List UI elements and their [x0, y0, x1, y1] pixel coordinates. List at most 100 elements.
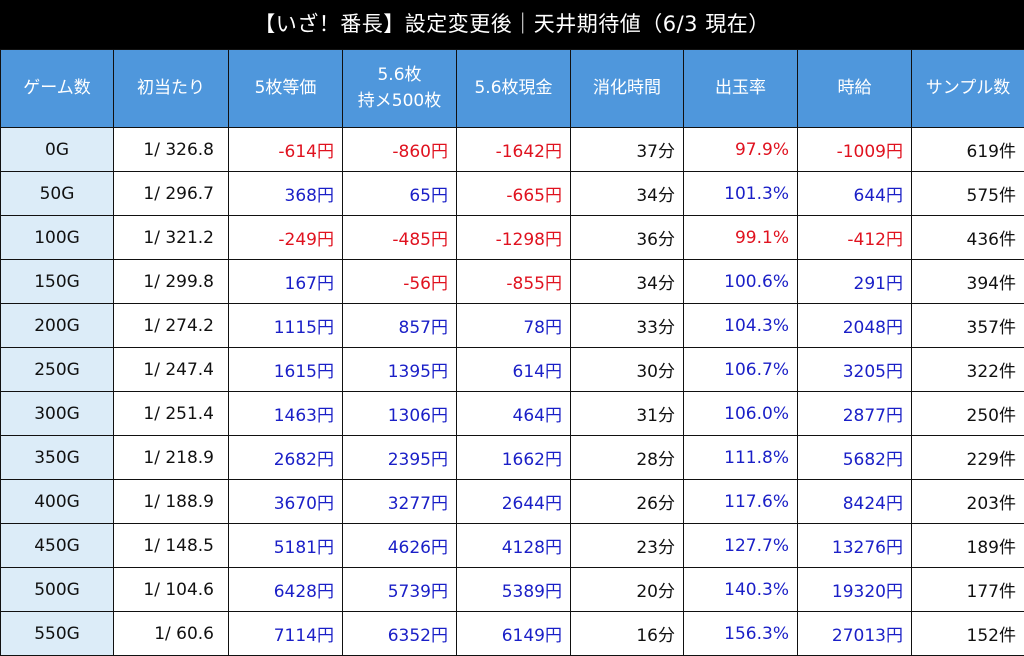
cell-hourly-wage: 2877円 — [797, 391, 912, 436]
cell-5-6-cash: 4128円 — [456, 523, 571, 568]
header-hourly-wage: 時給 — [797, 49, 912, 128]
cell-hourly-wage: -1009円 — [797, 127, 912, 172]
cell-5-6-cash: -665円 — [456, 171, 571, 216]
cell-5-6-medal-500: -56円 — [342, 259, 457, 304]
cell-game-count: 250G — [0, 347, 114, 392]
table-row: 300G 1/ 251.4 1463円 1306円 464円 31分 106.0% 2877円… — [0, 391, 1024, 436]
cell-sample-count: 322件 — [911, 347, 1024, 392]
cell-5-6-medal-500: -860円 — [342, 127, 457, 172]
cell-5-6-medal-500: 4626円 — [342, 523, 457, 568]
cell-sample-count: 203件 — [911, 479, 1024, 524]
header-sample-count: サンプル数 — [911, 49, 1024, 128]
cell-5-equal: 7114円 — [228, 611, 343, 656]
cell-game-count: 100G — [0, 215, 114, 260]
cell-5-6-medal-500: 2395円 — [342, 435, 457, 480]
header-5-equal: 5枚等価 — [228, 49, 343, 128]
cell-payout-rate: 99.1% — [683, 215, 798, 260]
cell-hourly-wage: 3205円 — [797, 347, 912, 392]
cell-hourly-wage: 644円 — [797, 171, 912, 216]
cell-game-count: 400G — [0, 479, 114, 524]
cell-sample-count: 229件 — [911, 435, 1024, 480]
cell-5-6-cash: -855円 — [456, 259, 571, 304]
header-payout-rate: 出玉率 — [683, 49, 798, 128]
cell-5-6-cash: -1298円 — [456, 215, 571, 260]
header-5-6-cash: 5.6枚現金 — [456, 49, 571, 128]
cell-play-time: 33分 — [570, 303, 684, 348]
cell-payout-rate: 106.0% — [683, 391, 798, 436]
cell-sample-count: 436件 — [911, 215, 1024, 260]
cell-5-equal: 368円 — [228, 171, 343, 216]
cell-play-time: 34分 — [570, 171, 684, 216]
cell-5-equal: 5181円 — [228, 523, 343, 568]
cell-5-equal: 1115円 — [228, 303, 343, 348]
cell-play-time: 34分 — [570, 259, 684, 304]
cell-5-6-medal-500: -485円 — [342, 215, 457, 260]
cell-payout-rate: 106.7% — [683, 347, 798, 392]
cell-payout-rate: 97.9% — [683, 127, 798, 172]
cell-sample-count: 394件 — [911, 259, 1024, 304]
cell-sample-count: 250件 — [911, 391, 1024, 436]
table-row: 550G 1/ 60.6 7114円 6352円 6149円 16分 156.3% 27013… — [0, 611, 1024, 656]
cell-5-6-cash: 5389円 — [456, 567, 571, 612]
cell-5-6-medal-500: 5739円 — [342, 567, 457, 612]
cell-5-equal: -614円 — [228, 127, 343, 172]
cell-sample-count: 357件 — [911, 303, 1024, 348]
cell-hourly-wage: -412円 — [797, 215, 912, 260]
cell-sample-count: 189件 — [911, 523, 1024, 568]
cell-5-6-medal-500: 6352円 — [342, 611, 457, 656]
cell-play-time: 37分 — [570, 127, 684, 172]
table-row: 150G 1/ 299.8 167円 -56円 -855円 34分 100.6% 291円 39… — [0, 259, 1024, 304]
cell-hourly-wage: 291円 — [797, 259, 912, 304]
cell-5-6-cash: 464円 — [456, 391, 571, 436]
cell-5-6-medal-500: 1395円 — [342, 347, 457, 392]
cell-5-equal: 1463円 — [228, 391, 343, 436]
header-game-count: ゲーム数 — [0, 49, 114, 128]
cell-first-hit: 1/ 321.2 — [113, 215, 229, 260]
table-row: 100G 1/ 321.2 -249円 -485円 -1298円 36分 99.1% -412… — [0, 215, 1024, 260]
cell-sample-count: 575件 — [911, 171, 1024, 216]
page-title: 【いざ！番長】設定変更後｜天井期待値（6/3 現在） — [0, 0, 1024, 49]
cell-5-6-medal-500: 857円 — [342, 303, 457, 348]
cell-5-6-medal-500: 1306円 — [342, 391, 457, 436]
cell-first-hit: 1/ 274.2 — [113, 303, 229, 348]
header-play-time: 消化時間 — [570, 49, 684, 128]
cell-first-hit: 1/ 326.8 — [113, 127, 229, 172]
cell-payout-rate: 111.8% — [683, 435, 798, 480]
table-row: 350G 1/ 218.9 2682円 2395円 1662円 28分 111.8% 5682… — [0, 435, 1024, 480]
cell-first-hit: 1/ 148.5 — [113, 523, 229, 568]
cell-payout-rate: 140.3% — [683, 567, 798, 612]
cell-first-hit: 1/ 299.8 — [113, 259, 229, 304]
cell-hourly-wage: 19320円 — [797, 567, 912, 612]
cell-first-hit: 1/ 296.7 — [113, 171, 229, 216]
cell-sample-count: 619件 — [911, 127, 1024, 172]
cell-5-6-medal-500: 65円 — [342, 171, 457, 216]
cell-first-hit: 1/ 247.4 — [113, 347, 229, 392]
cell-5-6-cash: 78円 — [456, 303, 571, 348]
table-row: 500G 1/ 104.6 6428円 5739円 5389円 20分 140.3% 1932… — [0, 567, 1024, 612]
cell-game-count: 200G — [0, 303, 114, 348]
table-row: 400G 1/ 188.9 3670円 3277円 2644円 26分 117.6% 8424… — [0, 479, 1024, 524]
header-row: ゲーム数 初当たり 5枚等価 5.6枚 持メ500枚 5.6枚現金 消化時間 出… — [0, 49, 1024, 128]
cell-5-equal: 2682円 — [228, 435, 343, 480]
cell-hourly-wage: 2048円 — [797, 303, 912, 348]
cell-sample-count: 152件 — [911, 611, 1024, 656]
cell-play-time: 36分 — [570, 215, 684, 260]
cell-hourly-wage: 5682円 — [797, 435, 912, 480]
cell-hourly-wage: 8424円 — [797, 479, 912, 524]
cell-hourly-wage: 27013円 — [797, 611, 912, 656]
cell-first-hit: 1/ 60.6 — [113, 611, 229, 656]
cell-payout-rate: 117.6% — [683, 479, 798, 524]
cell-5-6-cash: 2644円 — [456, 479, 571, 524]
cell-play-time: 20分 — [570, 567, 684, 612]
cell-game-count: 450G — [0, 523, 114, 568]
cell-5-equal: -249円 — [228, 215, 343, 260]
cell-game-count: 300G — [0, 391, 114, 436]
cell-game-count: 550G — [0, 611, 114, 656]
cell-hourly-wage: 13276円 — [797, 523, 912, 568]
cell-first-hit: 1/ 104.6 — [113, 567, 229, 612]
cell-5-equal: 1615円 — [228, 347, 343, 392]
cell-5-6-cash: 614円 — [456, 347, 571, 392]
cell-game-count: 150G — [0, 259, 114, 304]
cell-5-6-medal-500: 3277円 — [342, 479, 457, 524]
cell-first-hit: 1/ 218.9 — [113, 435, 229, 480]
